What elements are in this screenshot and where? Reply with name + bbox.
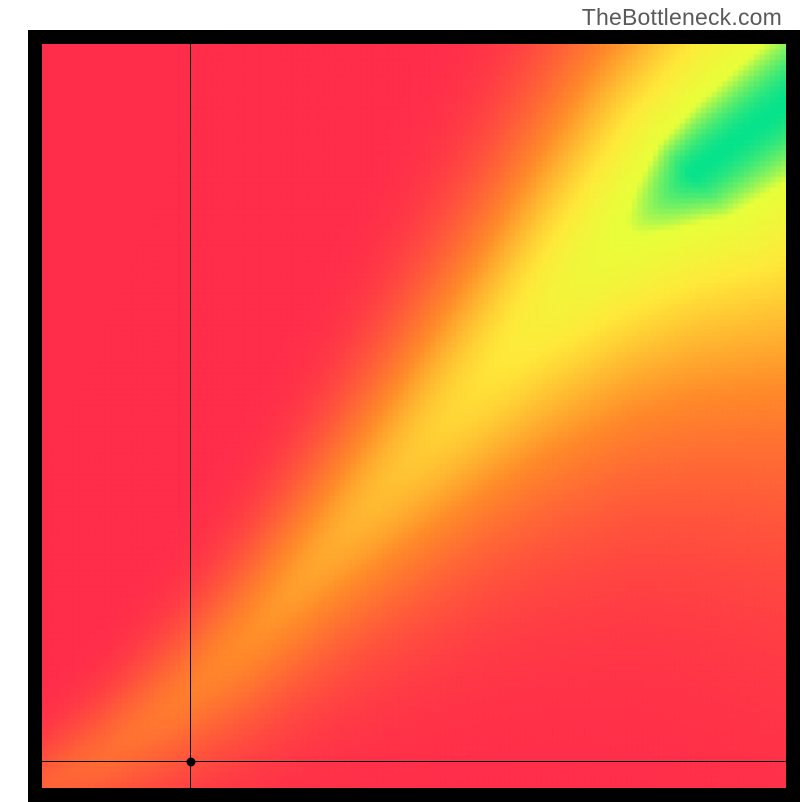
heatmap <box>42 44 786 788</box>
crosshair-vertical-line <box>190 44 191 788</box>
canvas: TheBottleneck.com <box>0 0 800 800</box>
crosshair-marker <box>186 757 195 766</box>
plot-frame <box>28 30 800 802</box>
watermark-text: TheBottleneck.com <box>582 4 782 31</box>
crosshair-horizontal-line <box>42 761 786 762</box>
